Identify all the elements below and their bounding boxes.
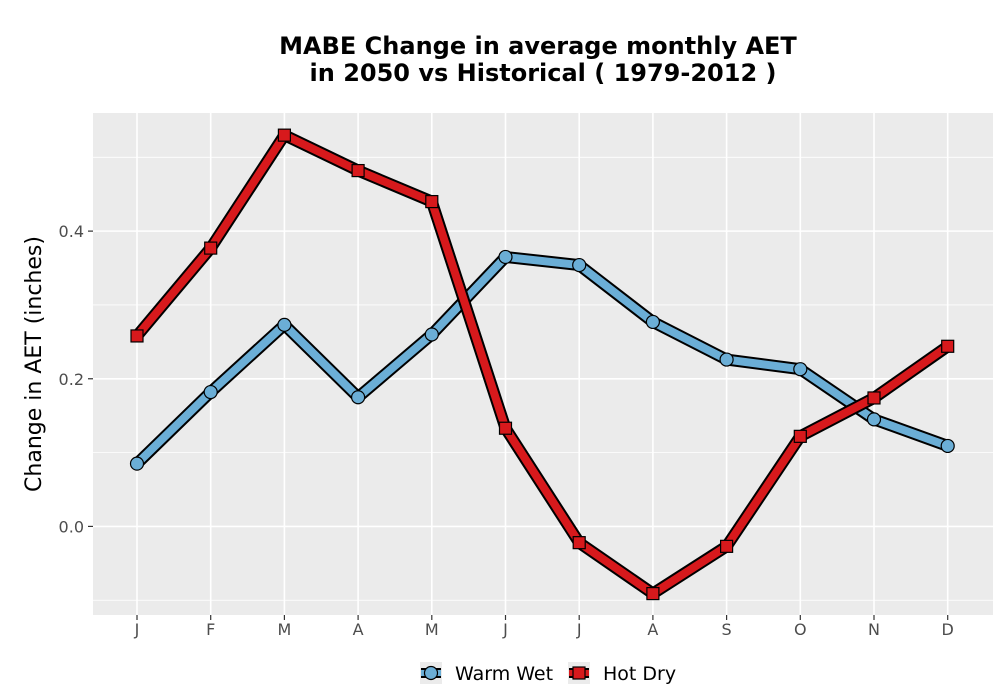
data-point	[424, 327, 439, 342]
y-tick-label: 0.0	[59, 517, 84, 536]
chart-title: MABE Change in average monthly AET in 20…	[279, 32, 797, 87]
y-axis: 0.0 0.2 0.4	[59, 222, 93, 536]
data-point	[572, 257, 587, 273]
legend-item: Hot Dry	[568, 662, 676, 685]
data-point	[793, 429, 807, 443]
x-tick-label: M	[425, 620, 439, 639]
data-point	[645, 314, 661, 330]
x-tick-label: A	[647, 620, 658, 639]
legend: Warm Wet Hot Dry	[420, 662, 676, 685]
series-warm-wet	[129, 249, 955, 471]
series-layer	[129, 128, 955, 601]
data-point	[941, 339, 955, 353]
y-axis-title: Change in AET (inches)	[22, 236, 47, 492]
legend-key-marker	[423, 665, 439, 681]
data-point	[425, 194, 439, 209]
x-tick-label: O	[794, 620, 807, 639]
data-point	[498, 421, 513, 435]
x-tick-label: N	[868, 620, 880, 639]
data-point	[204, 241, 218, 255]
legend-key-marker	[572, 666, 586, 680]
x-tick-label: A	[353, 620, 364, 639]
plot-panel	[93, 113, 993, 615]
data-point	[719, 352, 734, 367]
legend-label: Warm Wet	[455, 663, 553, 685]
y-tick-label: 0.2	[59, 370, 84, 389]
data-point	[203, 384, 218, 400]
data-point	[793, 362, 808, 377]
x-tick-label: S	[722, 620, 732, 639]
y-tick-label: 0.4	[59, 222, 84, 241]
x-tick-label: J	[502, 620, 508, 639]
x-tick-label: J	[134, 620, 140, 639]
x-tick-label: D	[942, 620, 954, 639]
data-point	[719, 539, 734, 553]
x-tick-label: F	[206, 620, 215, 639]
data-point	[277, 128, 291, 142]
legend-item: Warm Wet	[420, 662, 553, 685]
data-point	[940, 438, 955, 454]
chart-title-line-1: MABE Change in average monthly AET	[279, 32, 797, 60]
series-line	[133, 252, 952, 468]
legend-label: Hot Dry	[603, 663, 676, 685]
data-point	[351, 163, 365, 178]
data-point	[867, 391, 881, 405]
data-point	[498, 249, 513, 265]
data-point	[866, 412, 882, 427]
x-tick-label: M	[277, 620, 291, 639]
data-point	[646, 586, 660, 601]
series-line	[133, 131, 952, 598]
series-hot-dry	[130, 128, 955, 601]
data-point	[277, 317, 292, 332]
chart-title-line-2: in 2050 vs Historical ( 1979-2012 )	[310, 59, 777, 87]
data-point	[130, 329, 144, 343]
data-point	[129, 456, 145, 471]
x-tick-label: J	[576, 620, 582, 639]
data-point	[572, 536, 586, 550]
data-point	[351, 390, 366, 405]
